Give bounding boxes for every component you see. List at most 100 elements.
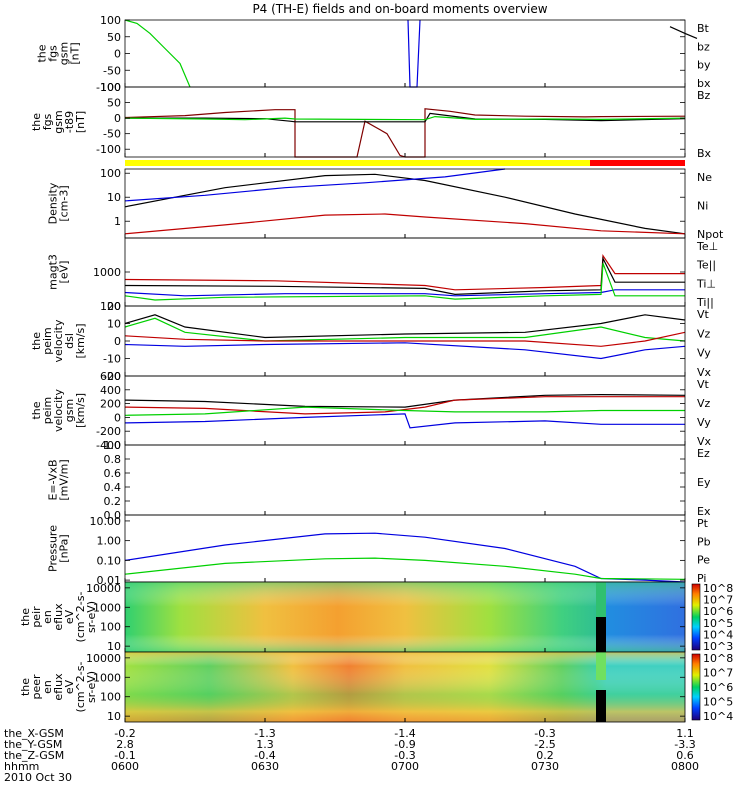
panel-frame xyxy=(124,444,686,516)
y-axis-label: [mV/m] xyxy=(58,459,71,500)
y-axis-label: the xyxy=(36,44,49,62)
y-axis-label: the xyxy=(30,113,43,131)
series-vt-line xyxy=(124,393,686,408)
legend-npot: Npot xyxy=(697,228,724,241)
y-tick-label: 0.0 xyxy=(104,509,122,522)
legend-vy: Vy xyxy=(697,347,711,360)
series-vy-line xyxy=(124,406,685,416)
ephemeris-label: the_X-GSM xyxy=(4,727,64,740)
y-tick-label: 400 xyxy=(100,384,121,397)
ephemeris-value: 0.2 xyxy=(536,749,554,762)
data-gap xyxy=(596,690,606,722)
y-axis-label: en xyxy=(41,610,54,624)
colorbar-tick-label: 10^7 xyxy=(703,667,733,680)
y-axis-label: eV xyxy=(63,609,76,624)
y-axis-label: peim xyxy=(41,397,54,425)
panel-frame xyxy=(124,514,686,583)
y-axis-label: the xyxy=(30,332,43,350)
y-axis-label: en xyxy=(41,680,54,694)
colorbar-tick-label: 10^5 xyxy=(703,617,733,630)
legend-vz: Vz xyxy=(697,327,711,340)
y-axis-label: eflux xyxy=(52,673,65,701)
ephemeris-value: -0.3 xyxy=(534,727,555,740)
y-tick-label: -50 xyxy=(103,128,121,141)
y-tick-label: 1000 xyxy=(93,601,121,614)
y-tick-label: -20 xyxy=(103,370,121,383)
y-axis-label: -t89 xyxy=(63,111,76,133)
y-axis-label: velocity xyxy=(52,389,65,432)
colorbar-tick-label: 10^3 xyxy=(703,640,733,653)
y-tick-label: 0.6 xyxy=(104,467,122,480)
y-axis-label: the xyxy=(19,678,32,696)
series-bx-line xyxy=(407,19,421,88)
y-tick-label: -10 xyxy=(103,353,121,366)
panel-frame xyxy=(124,19,686,88)
y-tick-label: 10 xyxy=(107,191,121,204)
y-tick-label: 0.2 xyxy=(104,495,122,508)
y-axis-label: the xyxy=(30,401,43,419)
y-axis-label: E=-VxB xyxy=(47,459,60,500)
panel-efield: 1.00.80.60.40.20.0 E=-VxB[mV/m] Ez Ey Ex xyxy=(47,439,711,522)
y-axis-label: velocity xyxy=(52,319,65,362)
y-axis-label: Density xyxy=(47,182,60,224)
y-axis-label: [km/s] xyxy=(74,323,87,358)
ephemeris-value: -3.3 xyxy=(674,738,695,751)
y-tick-label: 100 xyxy=(100,621,121,634)
plot-title: P4 (TH-E) fields and on-board moments ov… xyxy=(252,2,547,16)
y-axis-label: peim xyxy=(41,327,54,355)
y-tick-label: 20 xyxy=(107,300,121,313)
legend-vt: Vt xyxy=(697,378,710,391)
series-te-line xyxy=(124,254,685,291)
ephemeris-value: -1.4 xyxy=(394,727,415,740)
y-axis-label: the xyxy=(19,608,32,626)
data-gap xyxy=(596,617,606,652)
y-tick-label: 100 xyxy=(100,691,121,704)
mode-bar xyxy=(125,160,685,166)
colorbar-tick-label: 10^7 xyxy=(703,594,733,607)
colorbar-tick-label: 10^5 xyxy=(703,696,733,709)
series-by-line xyxy=(124,19,191,88)
y-axis-label: fgs xyxy=(41,113,54,130)
ephemeris-value: -0.9 xyxy=(394,738,415,751)
legend-bz: bz xyxy=(697,40,710,53)
mode-bar-yellow xyxy=(125,160,590,166)
y-axis-label: dsl xyxy=(63,333,76,349)
ephemeris-value: -0.2 xyxy=(114,727,135,740)
series-ti-line xyxy=(124,289,685,297)
series-pi-line xyxy=(124,532,686,583)
legend-bt: Bt xyxy=(697,22,710,35)
legend-pi: Pi xyxy=(697,572,706,585)
y-axis-label: [nT] xyxy=(69,42,82,64)
ephemeris-value: 1.3 xyxy=(256,738,274,751)
data-gap-top xyxy=(596,652,606,680)
y-axis-label: eV xyxy=(63,679,76,694)
ephemeris-value: 0800 xyxy=(671,760,699,773)
ephemeris-value: -0.3 xyxy=(394,749,415,762)
panel-ispec: 10^810^710^610^510^410^3 10000 1000 100 10 th… xyxy=(19,581,733,653)
legend-by: by xyxy=(697,59,711,72)
y-tick-label: 10.00 xyxy=(90,515,122,528)
ephemeris-value: 2.8 xyxy=(116,738,134,751)
legend-vx: Vx xyxy=(697,366,712,379)
y-axis-label: [nT] xyxy=(74,111,87,133)
colorbar-tick-label: 10^4 xyxy=(703,628,733,641)
y-tick-label: -100 xyxy=(96,143,121,156)
y-tick-label: 100 xyxy=(100,300,121,313)
y-axis-label: peer xyxy=(30,674,43,700)
legend-vy: Vy xyxy=(697,416,711,429)
panel-pressure: 10.00 1.00 0.10 0.01 Pressure[nPa] Pt Pb Pe Pi xyxy=(47,514,711,587)
legend-te: Te|| xyxy=(696,259,716,272)
colorbar xyxy=(691,653,701,721)
y-tick-label: 10 xyxy=(107,318,121,331)
mode-bar-red xyxy=(590,160,685,166)
legend-ey: Ey xyxy=(697,476,711,489)
y-tick-label: 0 xyxy=(114,112,121,125)
y-axis-label: gsm xyxy=(63,399,76,422)
y-tick-label: 100 xyxy=(100,167,121,180)
colorbar-tick-label: 10^6 xyxy=(703,681,733,694)
y-tick-label: 0.10 xyxy=(97,554,122,567)
ephemeris-value: -2.5 xyxy=(534,738,555,751)
y-axis-label: [cm-3] xyxy=(58,185,71,221)
